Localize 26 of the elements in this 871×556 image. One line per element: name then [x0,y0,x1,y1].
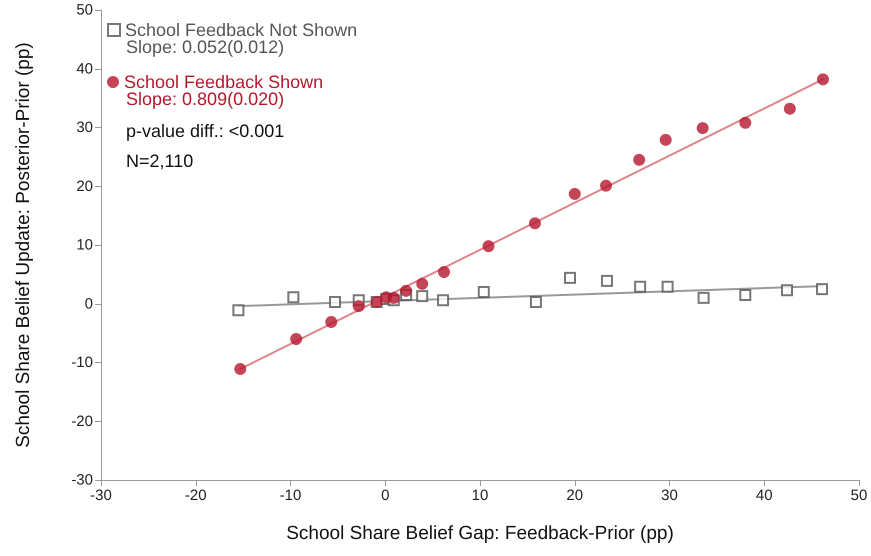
x-tick-label: -20 [184,487,207,504]
y-tick-label: 10 [76,236,93,254]
y-axis-title: School Share Belief Update: Posterior-Prior (pp) [13,42,34,448]
x-tick-label: -10 [280,487,302,504]
x-tick-label: 20 [566,487,584,504]
y-tick-label: 30 [76,119,93,136]
annotation: Slope: 0.052(0.012) [126,37,284,57]
x-tick-label: 0 [381,487,390,504]
annotation: N=2,110 [126,151,194,171]
y-tick-label: 40 [76,60,93,78]
y-tick-label: -30 [71,472,93,488]
annotation: p-value diff.: <0.001 [126,121,284,141]
x-tick-label: 40 [756,487,773,504]
y-tick-label: 50 [76,2,93,18]
legend-label: School Feedback Not Shown [125,20,358,40]
x-axis-title: School Share Belief Gap: Feedback-Prior (pp) [286,523,674,544]
y-tick-label: 20 [76,178,93,195]
y-tick-label: 0 [84,295,93,312]
x-tick-label: 30 [661,487,678,504]
y-tick-label: -20 [71,412,93,430]
annotation: Slope: 0.809(0.020) [126,89,284,109]
x-tick-label: 50 [850,487,868,504]
x-tick-label: 10 [472,487,488,504]
y-tick-label: -10 [71,354,93,371]
x-tick-label: -30 [90,487,112,504]
legend-label: School Feedback Shown [124,72,324,92]
